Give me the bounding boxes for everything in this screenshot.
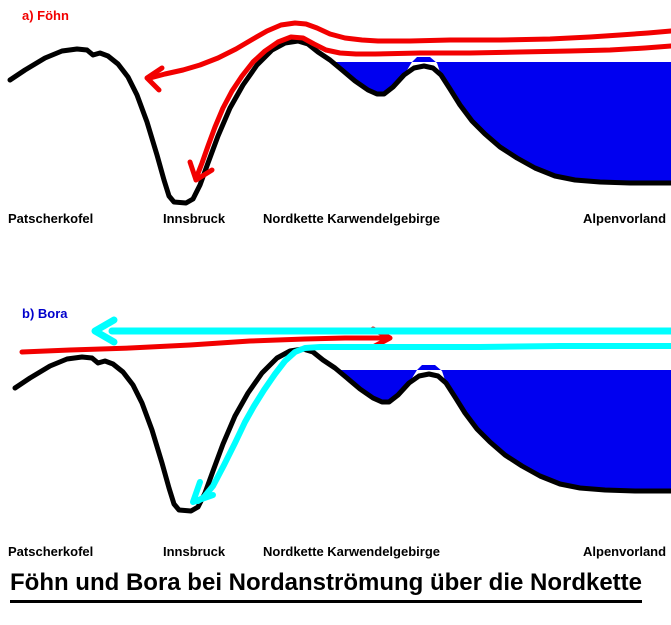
label-alpenvorland-b: Alpenvorland [583, 544, 667, 559]
foehn-streamline-upper [147, 20, 671, 81]
label-alpenvorland-a: Alpenvorland [583, 211, 667, 226]
label-patscherkofel-b: Patscherkofel [8, 544, 94, 559]
foehn-streamline-descending [194, 34, 671, 179]
foehn-down-arrowhead [187, 159, 215, 183]
label-nordkette-b: Nordkette Karwendelgebirge [263, 544, 440, 559]
cold-air-pool-b [339, 365, 671, 491]
bora-left-arrowhead [91, 316, 118, 346]
panel-b-heading: b) Bora [22, 306, 68, 321]
foehn-left-arrowhead [144, 65, 165, 93]
label-innsbruck-b: Innsbruck [163, 544, 226, 559]
bora-warm-air-streamline [19, 335, 387, 355]
diagram-title: Föhn und Bora bei Nordanströmung über di… [10, 569, 643, 603]
bora-down-arrowhead [190, 479, 216, 505]
label-nordkette-a: Nordkette Karwendelgebirge [263, 211, 440, 226]
label-innsbruck-a: Innsbruck [163, 211, 226, 226]
title-container: Föhn und Bora bei Nordanströmung über di… [10, 569, 643, 603]
panel-a-heading: a) Föhn [22, 8, 69, 23]
label-patscherkofel-a: Patscherkofel [8, 211, 94, 226]
cold-air-pool-a [334, 57, 671, 183]
bora-descending-flow [195, 343, 671, 504]
